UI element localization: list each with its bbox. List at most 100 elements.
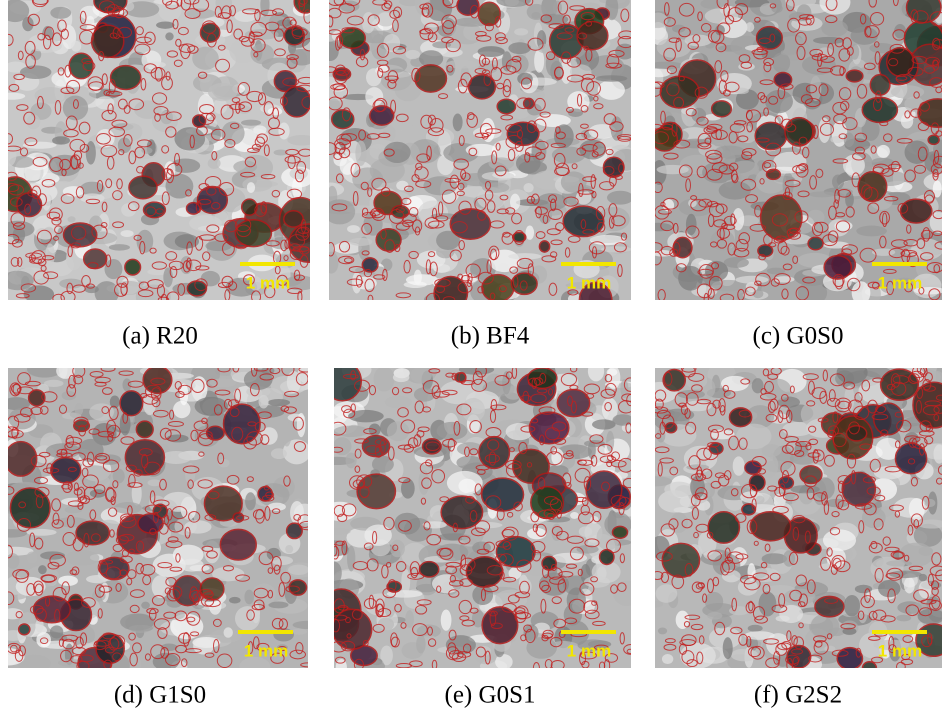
- pore: [33, 596, 70, 623]
- texture: [732, 208, 744, 230]
- pore: [482, 275, 514, 302]
- scale-label: 1 mm: [567, 273, 611, 292]
- texture: [911, 239, 942, 260]
- texture: [878, 580, 900, 597]
- pore: [289, 580, 306, 595]
- pore: [846, 70, 863, 82]
- texture: [607, 191, 633, 205]
- texture: [384, 142, 411, 163]
- texture: [374, 366, 395, 391]
- texture: [86, 16, 95, 28]
- texture: [245, 492, 256, 510]
- texture: [845, 192, 854, 208]
- texture: [372, 456, 394, 473]
- texture: [297, 413, 306, 437]
- texture: [224, 627, 233, 638]
- texture: [570, 512, 579, 519]
- texture: [523, 183, 533, 192]
- pore: [563, 206, 604, 236]
- texture: [649, 601, 663, 608]
- texture: [679, 198, 714, 216]
- texture: [71, 41, 81, 52]
- pore: [143, 202, 165, 217]
- texture: [50, 7, 71, 19]
- scale-label: 1 mm: [246, 273, 290, 292]
- texture: [244, 590, 254, 605]
- texture: [925, 499, 936, 507]
- texture: [2, 271, 34, 291]
- texture: [843, 155, 865, 176]
- pore: [220, 529, 256, 560]
- texture: [850, 27, 878, 45]
- texture: [517, 73, 533, 85]
- texture: [165, 32, 173, 40]
- texture: [405, 50, 420, 59]
- texture: [423, 176, 457, 195]
- texture: [156, 21, 174, 28]
- texture: [95, 475, 110, 488]
- pore: [120, 391, 143, 416]
- texture: [349, 238, 372, 246]
- texture: [723, 637, 733, 659]
- texture: [731, 649, 758, 662]
- texture: [837, 361, 868, 384]
- texture: [781, 49, 797, 55]
- pore: [757, 27, 783, 50]
- texture: [691, 108, 706, 123]
- texture: [340, 0, 360, 11]
- texture: [63, 186, 84, 196]
- pore: [708, 512, 739, 543]
- texture: [385, 396, 412, 409]
- texture: [105, 259, 123, 279]
- texture: [748, 625, 763, 632]
- texture: [347, 225, 360, 233]
- pore: [284, 211, 303, 227]
- texture: [809, 191, 836, 197]
- texture: [832, 174, 844, 189]
- texture: [27, 529, 57, 536]
- texture: [208, 158, 221, 169]
- texture: [195, 397, 228, 416]
- texture: [772, 53, 790, 73]
- pore: [742, 504, 756, 515]
- pore: [233, 513, 243, 522]
- texture: [811, 614, 840, 639]
- pore: [143, 366, 172, 393]
- texture: [738, 63, 755, 71]
- texture: [592, 419, 616, 429]
- texture: [268, 503, 286, 511]
- panel-caption: (a) R20: [122, 323, 198, 350]
- texture: [889, 570, 922, 578]
- texture: [161, 451, 192, 464]
- texture: [396, 181, 408, 191]
- pore: [242, 199, 257, 215]
- pore: [660, 76, 699, 108]
- texture: [113, 281, 143, 295]
- texture: [145, 61, 166, 68]
- texture: [247, 182, 255, 193]
- texture: [260, 427, 277, 445]
- texture: [229, 597, 241, 604]
- pore: [887, 48, 914, 77]
- texture: [45, 243, 54, 266]
- pore: [511, 273, 537, 294]
- texture: [328, 562, 342, 584]
- texture: [453, 113, 463, 131]
- texture: [670, 512, 687, 533]
- texture: [686, 214, 697, 235]
- texture: [466, 144, 497, 156]
- texture: [648, 62, 684, 70]
- pore: [76, 521, 109, 545]
- texture: [75, 403, 84, 416]
- pore: [482, 607, 518, 644]
- texture: [686, 373, 708, 389]
- texture: [756, 496, 765, 504]
- texture: [735, 276, 768, 284]
- texture: [192, 47, 219, 70]
- texture: [268, 399, 290, 406]
- texture: [752, 378, 764, 393]
- texture: [896, 615, 911, 622]
- texture: [830, 136, 843, 143]
- texture: [241, 120, 261, 126]
- pore: [539, 241, 549, 252]
